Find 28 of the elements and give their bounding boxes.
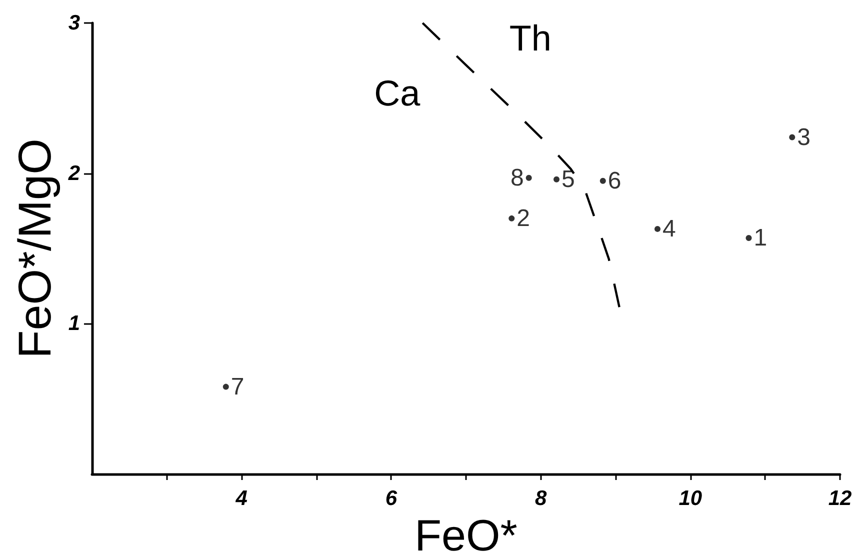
x-tick-label: 10 bbox=[678, 487, 702, 510]
annotation: Th bbox=[509, 17, 552, 58]
point bbox=[508, 215, 515, 222]
series-label: 5 bbox=[562, 166, 575, 193]
annotation: Ca bbox=[374, 72, 422, 114]
x-axis-title: FeO* bbox=[414, 511, 518, 554]
y-tick-label: 3 bbox=[68, 12, 80, 34]
series-label: 4 bbox=[662, 215, 676, 242]
series-label: 2 bbox=[516, 204, 530, 232]
point bbox=[600, 178, 606, 184]
y-tick-label: 2 bbox=[67, 162, 80, 185]
point bbox=[654, 226, 660, 232]
x-tick-label: 8 bbox=[534, 487, 547, 510]
point bbox=[746, 234, 752, 241]
series-label: 7 bbox=[230, 373, 244, 400]
series-label: 6 bbox=[608, 167, 622, 194]
x-tick-label: 6 bbox=[385, 487, 398, 510]
point bbox=[526, 174, 532, 181]
series-label: 8 bbox=[510, 164, 524, 192]
y-axis-title: FeO*/MgO bbox=[8, 138, 60, 358]
point bbox=[222, 384, 229, 390]
point bbox=[554, 176, 560, 182]
series-label: 1 bbox=[754, 224, 768, 252]
point bbox=[789, 134, 796, 140]
series-label: 3 bbox=[797, 124, 810, 151]
x-tick-label: 4 bbox=[234, 487, 248, 510]
y-tick-label: 1 bbox=[68, 312, 80, 336]
x-tick-label: 12 bbox=[828, 487, 852, 510]
